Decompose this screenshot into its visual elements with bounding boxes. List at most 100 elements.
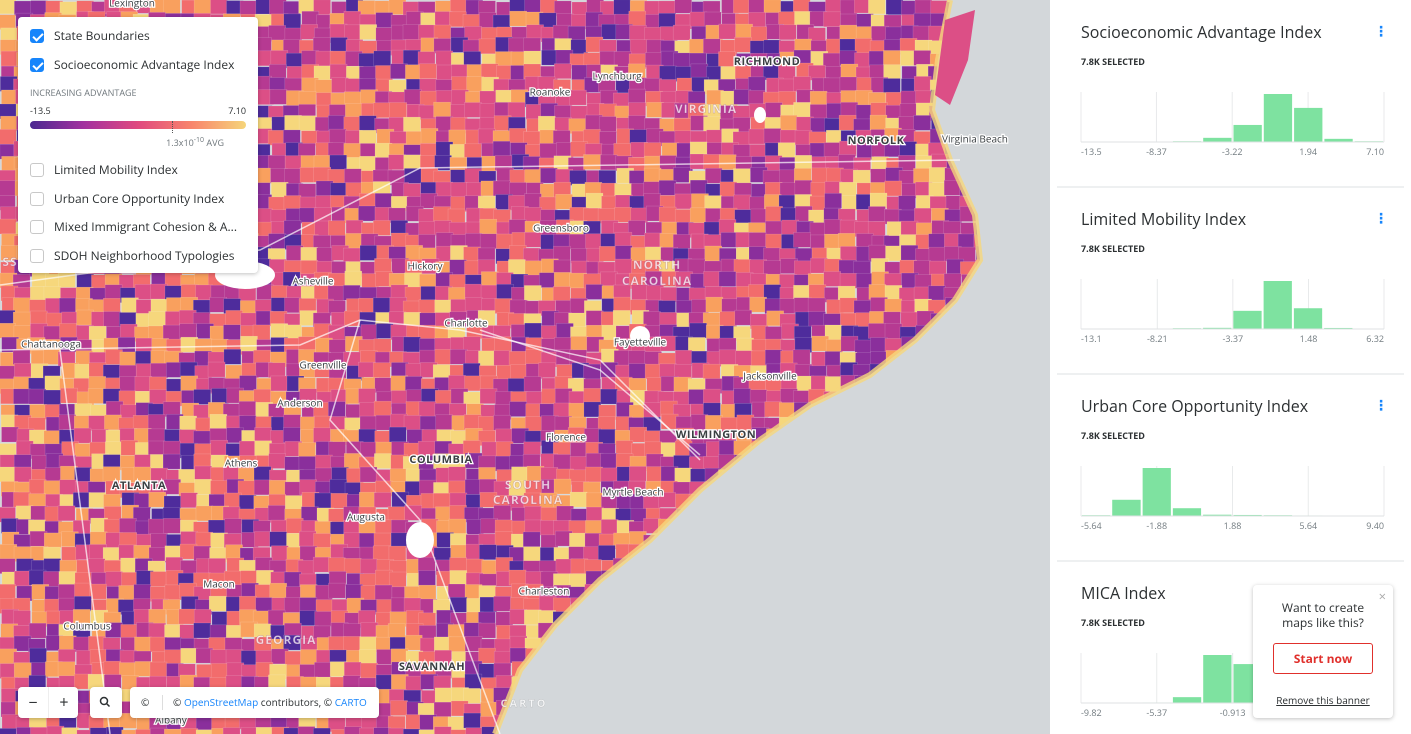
map-label: Lynchburg bbox=[592, 69, 642, 83]
x-tick-label: 7.10 bbox=[1366, 145, 1384, 158]
widget-title: MICA Index bbox=[1081, 582, 1166, 604]
histogram-bar bbox=[1203, 514, 1232, 516]
zoom-controls: − + bbox=[18, 687, 78, 718]
x-tick-label: 1.94 bbox=[1299, 145, 1317, 158]
histogram: -5.64 -1.88 1.88 5.64 9.40 bbox=[1080, 466, 1385, 532]
layers-panel: State Boundaries Socioeconomic Advantage … bbox=[18, 17, 258, 273]
map-label: Roanoke bbox=[530, 85, 571, 99]
widget-title: Limited Mobility Index bbox=[1081, 208, 1247, 230]
map-label: Lexington bbox=[109, 0, 155, 10]
layer-toggle[interactable]: Mixed Immigrant Cohesion & A... bbox=[30, 218, 237, 235]
state-boundary bbox=[479, 329, 701, 456]
map-label: Greensboro bbox=[533, 221, 589, 235]
widget-selected: 7.8K SELECTED bbox=[1081, 429, 1145, 442]
layer-toggle[interactable]: Socioeconomic Advantage Index bbox=[30, 56, 234, 73]
layer-label: Socioeconomic Advantage Index bbox=[54, 56, 235, 73]
layer-label: Limited Mobility Index bbox=[54, 161, 178, 178]
map-label: Columbus bbox=[63, 619, 110, 633]
carto-link[interactable]: CARTO bbox=[334, 695, 367, 709]
checkbox bbox=[30, 219, 44, 234]
layer-toggle[interactable]: State Boundaries bbox=[30, 27, 150, 44]
osm-link[interactable]: OpenStreetMap bbox=[183, 695, 259, 709]
map-label: Augusta bbox=[347, 510, 385, 524]
map-label: GEORGIA bbox=[256, 631, 317, 648]
checkbox bbox=[30, 57, 44, 72]
map-label: Charleston bbox=[519, 584, 570, 598]
x-tick-label: -3.37 bbox=[1222, 332, 1243, 345]
map[interactable]: Lexington RICHMOND Lynchburg Roanoke VIRGINI… bbox=[0, 0, 1050, 734]
search-button[interactable] bbox=[90, 687, 122, 718]
lake bbox=[630, 326, 650, 346]
search-icon bbox=[99, 696, 111, 708]
separator bbox=[1057, 560, 1404, 562]
histogram-bar bbox=[1112, 499, 1141, 516]
map-label: Florence bbox=[546, 430, 586, 444]
histogram-bar bbox=[1142, 468, 1171, 516]
avg-exponent: -10 bbox=[193, 136, 205, 145]
map-label: NORFOLK bbox=[848, 133, 905, 148]
separator bbox=[1057, 186, 1404, 188]
legend-avg-marker bbox=[172, 121, 173, 133]
map-label: Virginia Beach bbox=[942, 132, 1008, 146]
histogram-bar bbox=[1294, 107, 1323, 142]
histogram-bar bbox=[1233, 514, 1262, 516]
remove-link[interactable]: Remove this banner bbox=[1276, 693, 1370, 707]
histogram-bar bbox=[1233, 124, 1262, 142]
banner-text: Want to create maps like this? bbox=[1281, 599, 1365, 631]
histogram-bar bbox=[1172, 697, 1202, 703]
histogram: -13.1 -8.21 -3.37 1.48 6.32 bbox=[1080, 279, 1385, 345]
histogram-bar bbox=[1324, 138, 1353, 142]
layer-label: Mixed Immigrant Cohesion & A... bbox=[54, 218, 237, 235]
map-label: Greenville bbox=[300, 358, 347, 372]
map-label: COLUMBIA bbox=[409, 452, 472, 467]
avg-suffix: AVG bbox=[206, 136, 224, 149]
x-tick-label: -0.913 bbox=[1220, 706, 1246, 719]
lake bbox=[406, 522, 434, 558]
close-button[interactable]: × bbox=[1378, 587, 1386, 605]
zoom-in[interactable]: + bbox=[48, 687, 79, 718]
legend-title: INCREASING ADVANTAGE bbox=[30, 86, 137, 99]
layer-toggle[interactable]: Limited Mobility Index bbox=[30, 161, 178, 178]
x-tick-label: 6.32 bbox=[1366, 332, 1384, 345]
peninsula bbox=[935, 10, 975, 105]
widget-menu[interactable]: ⋮ bbox=[1374, 396, 1388, 415]
legend-ramp bbox=[30, 121, 246, 129]
lake bbox=[754, 107, 766, 123]
x-tick-label: -5.64 bbox=[1081, 519, 1102, 532]
widget-menu[interactable]: ⋮ bbox=[1374, 209, 1388, 228]
layer-label: Urban Core Opportunity Index bbox=[54, 190, 225, 207]
widget-menu[interactable]: ⋮ bbox=[1374, 22, 1388, 41]
map-label: CAROLINA bbox=[493, 491, 563, 508]
histogram-bar bbox=[1324, 327, 1353, 329]
x-tick-label: 9.40 bbox=[1366, 519, 1384, 532]
separator bbox=[1057, 373, 1404, 375]
x-tick-label: 5.64 bbox=[1299, 519, 1317, 532]
legend-min: -13.5 bbox=[30, 104, 51, 117]
zoom-out[interactable]: − bbox=[28, 691, 38, 713]
histogram-bar bbox=[1263, 281, 1292, 329]
histogram: -13.5 -8.37 -3.22 1.94 7.10 bbox=[1080, 92, 1385, 158]
widget-title: Urban Core Opportunity Index bbox=[1081, 395, 1309, 417]
map-label: WILMINGTON bbox=[676, 427, 756, 442]
checkbox bbox=[30, 28, 44, 43]
x-tick-label: -9.82 bbox=[1081, 706, 1102, 719]
start-button[interactable]: Start now bbox=[1273, 643, 1373, 674]
state-boundary bbox=[0, 319, 701, 461]
legend-avg: 1.3x10-10 AVG bbox=[166, 136, 224, 149]
map-label: Chattanooga bbox=[21, 337, 81, 351]
x-tick-label: -13.5 bbox=[1081, 145, 1102, 158]
widget-selected: 7.8K SELECTED bbox=[1081, 242, 1145, 255]
layer-label: State Boundaries bbox=[54, 27, 150, 44]
attribution-text: © bbox=[173, 695, 182, 709]
layer-toggle[interactable]: Urban Core Opportunity Index bbox=[30, 190, 224, 207]
avg-mantissa: 1.3x10 bbox=[166, 136, 194, 149]
state-boundary bbox=[59, 349, 111, 734]
widget-title: Socioeconomic Advantage Index bbox=[1081, 21, 1322, 43]
attribution-icon[interactable]: © bbox=[141, 695, 150, 709]
histogram-bar bbox=[1203, 327, 1232, 329]
widget-selected: 7.8K SELECTED bbox=[1081, 55, 1145, 68]
map-label: SAVANNAH bbox=[399, 659, 465, 674]
layer-toggle[interactable]: SDOH Neighborhood Typologies bbox=[30, 247, 234, 264]
histogram-bar bbox=[1203, 655, 1232, 703]
